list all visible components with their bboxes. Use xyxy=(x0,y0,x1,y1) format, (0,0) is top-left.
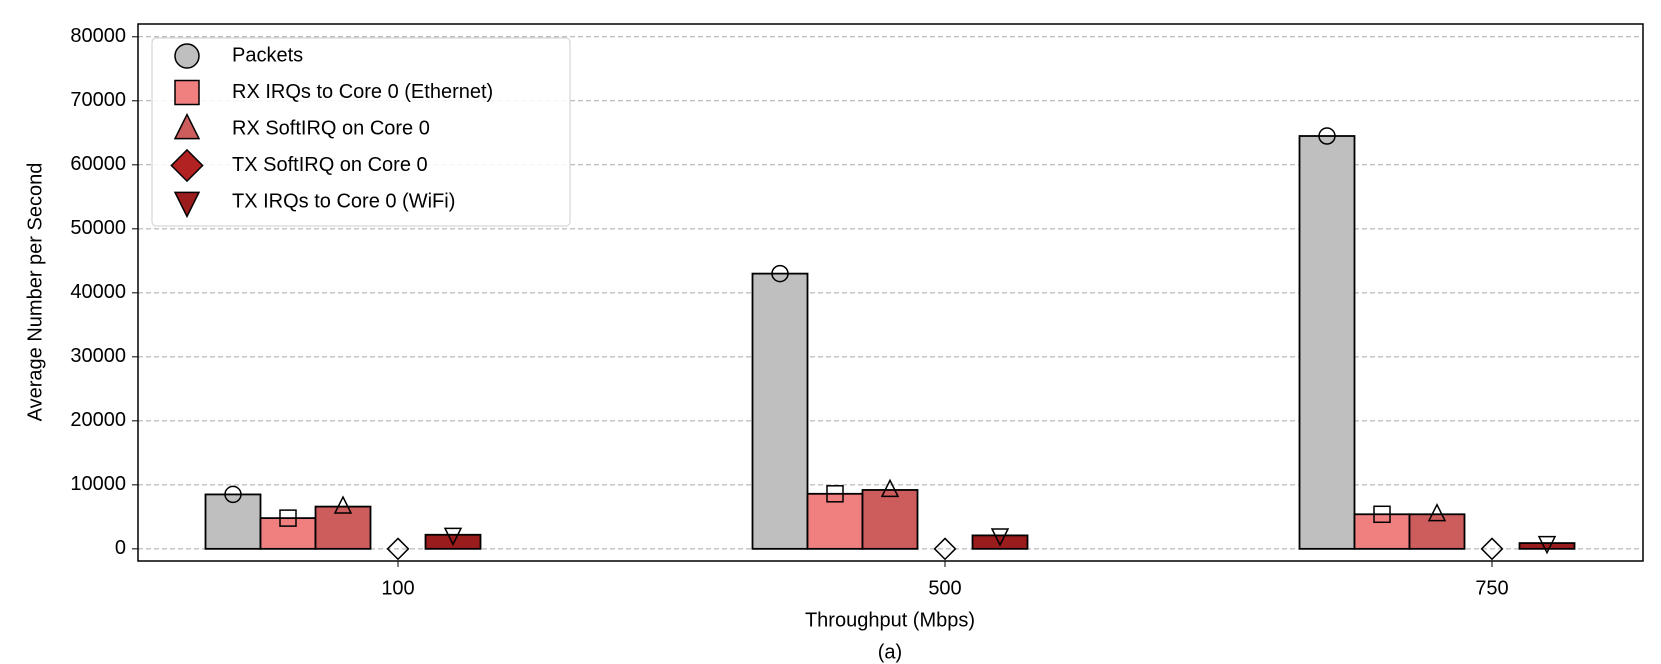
marker xyxy=(443,527,463,547)
marker xyxy=(933,537,957,561)
y-axis-label: Average Number per Second xyxy=(24,163,46,422)
marker xyxy=(1373,505,1391,524)
bar xyxy=(806,492,864,550)
axes-frame xyxy=(137,23,1644,562)
x-tick-label: 750 xyxy=(1475,577,1508,599)
marker xyxy=(1318,127,1336,145)
marker xyxy=(279,509,297,527)
bar xyxy=(1353,513,1411,550)
bar xyxy=(204,493,262,550)
y-tick-label: 70000 xyxy=(70,89,126,111)
y-tick-label: 80000 xyxy=(70,25,126,47)
marker xyxy=(170,148,204,183)
bar xyxy=(1298,135,1356,550)
marker xyxy=(771,264,789,283)
y-tick-label: 40000 xyxy=(70,281,126,303)
y-tick-label: 20000 xyxy=(70,409,126,431)
marker xyxy=(1480,537,1504,561)
legend-label: TX SoftIRQ on Core 0 xyxy=(232,154,428,176)
marker xyxy=(990,528,1010,547)
marker xyxy=(174,43,200,69)
x-axis-label: Throughput (Mbps) xyxy=(805,609,975,631)
bar xyxy=(259,517,317,550)
y-tick-label: 60000 xyxy=(70,153,126,175)
marker xyxy=(386,537,410,561)
marker xyxy=(174,79,200,106)
y-tick-label: 10000 xyxy=(70,473,126,495)
bar xyxy=(424,533,482,550)
bar xyxy=(1518,542,1576,550)
marker xyxy=(333,495,353,514)
legend-label: Packets xyxy=(232,44,303,66)
y-tick-label: 0 xyxy=(115,537,126,559)
marker xyxy=(173,191,201,219)
marker xyxy=(173,112,201,140)
marker xyxy=(1537,535,1557,555)
bar xyxy=(751,272,809,550)
marker xyxy=(880,478,900,498)
x-tick-label: 500 xyxy=(928,577,961,599)
legend-label: RX IRQs to Core 0 (Ethernet) xyxy=(232,81,493,103)
marker xyxy=(1427,502,1447,522)
bar xyxy=(1408,513,1466,550)
marker xyxy=(826,485,844,503)
marker xyxy=(224,485,242,504)
y-tick-label: 50000 xyxy=(70,217,126,239)
bar xyxy=(971,534,1029,550)
x-tick-label: 100 xyxy=(381,577,414,599)
y-tick-label: 30000 xyxy=(70,345,126,367)
caption: (a) xyxy=(878,641,902,663)
bar xyxy=(861,489,919,550)
legend-label: RX SoftIRQ on Core 0 xyxy=(232,117,430,139)
legend-box xyxy=(151,37,571,227)
legend-label: TX IRQs to Core 0 (WiFi) xyxy=(232,190,455,212)
